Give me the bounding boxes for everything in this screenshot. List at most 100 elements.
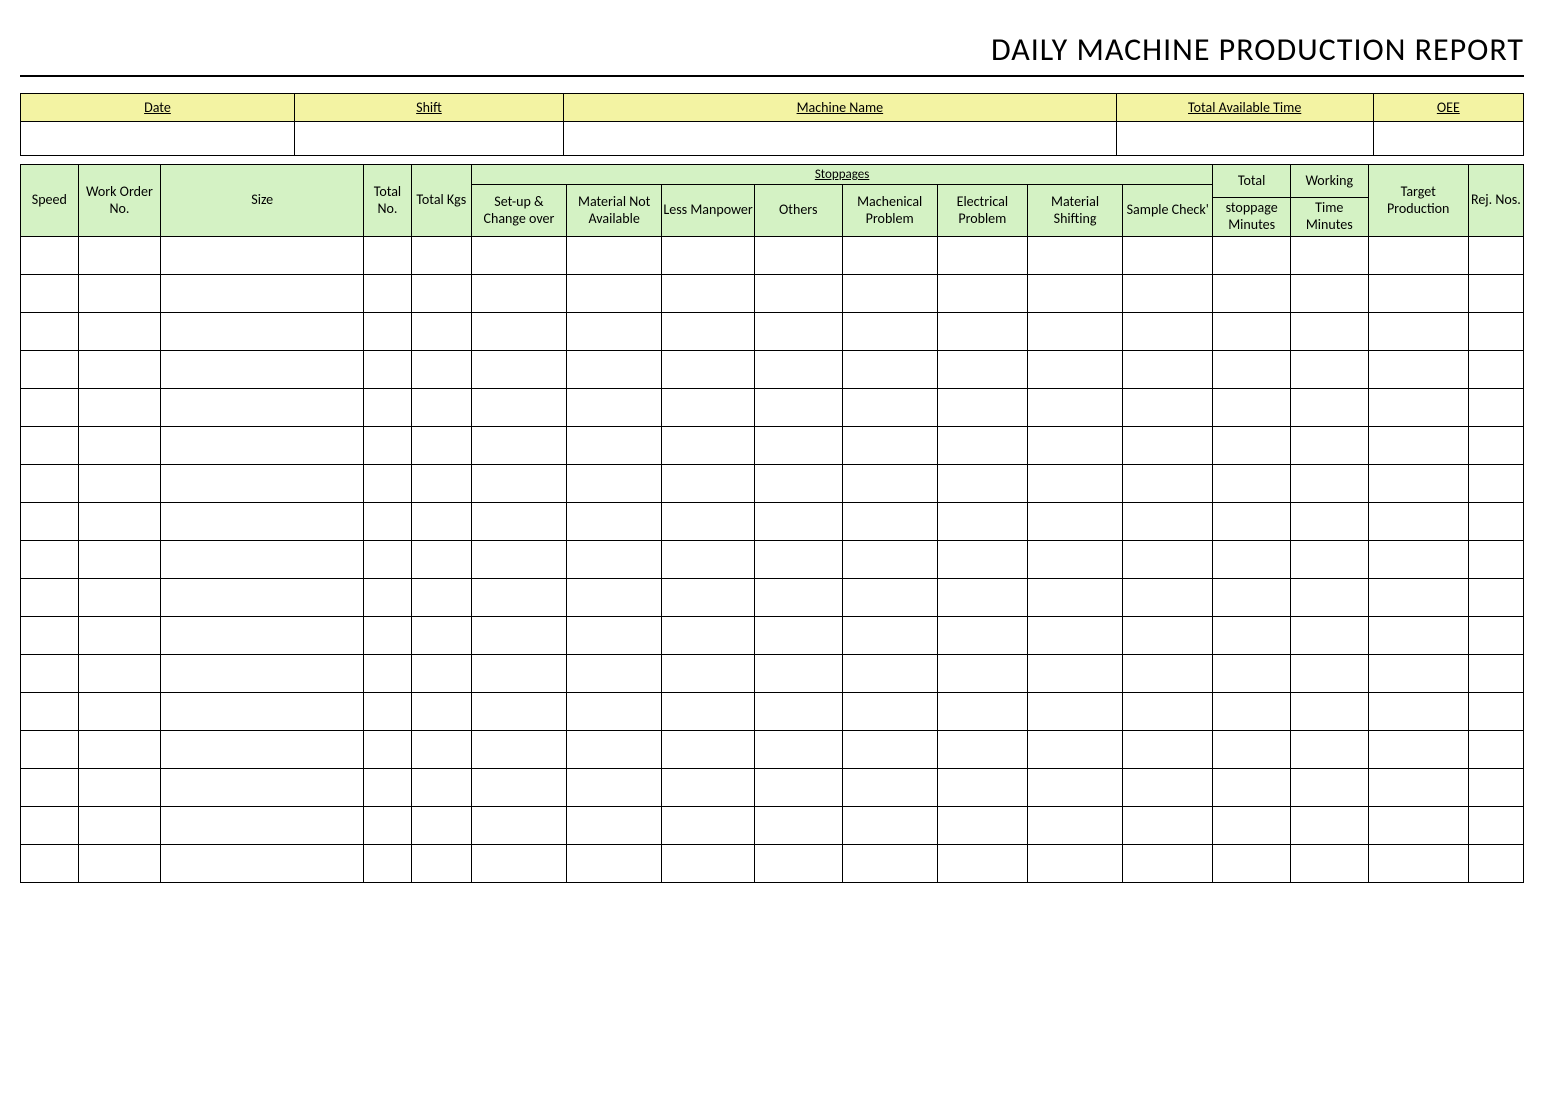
cell-shift[interactable] <box>1027 275 1122 313</box>
cell-target[interactable] <box>1368 769 1468 807</box>
cell-manpower[interactable] <box>662 465 755 503</box>
cell-target[interactable] <box>1368 465 1468 503</box>
cell-manpower[interactable] <box>662 389 755 427</box>
cell-total_no[interactable] <box>364 427 412 465</box>
cell-mech[interactable] <box>842 693 937 731</box>
cell-setup[interactable] <box>471 845 566 883</box>
cell-target[interactable] <box>1368 275 1468 313</box>
cell-speed[interactable] <box>21 693 79 731</box>
cell-manpower[interactable] <box>662 541 755 579</box>
cell-total_kgs[interactable] <box>411 237 471 275</box>
cell-others[interactable] <box>754 807 842 845</box>
cell-rej[interactable] <box>1468 655 1523 693</box>
cell-mech[interactable] <box>842 731 937 769</box>
cell-rej[interactable] <box>1468 731 1523 769</box>
cell-work_min[interactable] <box>1290 807 1368 845</box>
cell-rej[interactable] <box>1468 579 1523 617</box>
cell-size[interactable] <box>161 617 364 655</box>
info-value-machine-name[interactable] <box>564 122 1117 156</box>
cell-stop_min[interactable] <box>1213 389 1291 427</box>
cell-work_order[interactable] <box>78 351 161 389</box>
cell-size[interactable] <box>161 541 364 579</box>
cell-work_order[interactable] <box>78 503 161 541</box>
cell-work_order[interactable] <box>78 579 161 617</box>
cell-mech[interactable] <box>842 617 937 655</box>
cell-mech[interactable] <box>842 541 937 579</box>
cell-sample[interactable] <box>1123 237 1213 275</box>
cell-work_min[interactable] <box>1290 693 1368 731</box>
cell-total_kgs[interactable] <box>411 617 471 655</box>
cell-shift[interactable] <box>1027 313 1122 351</box>
cell-rej[interactable] <box>1468 541 1523 579</box>
cell-mat_na[interactable] <box>567 465 662 503</box>
cell-work_min[interactable] <box>1290 389 1368 427</box>
cell-others[interactable] <box>754 845 842 883</box>
cell-sample[interactable] <box>1123 389 1213 427</box>
cell-work_min[interactable] <box>1290 313 1368 351</box>
cell-elec[interactable] <box>937 693 1027 731</box>
cell-work_min[interactable] <box>1290 541 1368 579</box>
cell-mech[interactable] <box>842 313 937 351</box>
cell-work_order[interactable] <box>78 427 161 465</box>
cell-total_no[interactable] <box>364 693 412 731</box>
cell-target[interactable] <box>1368 579 1468 617</box>
cell-target[interactable] <box>1368 845 1468 883</box>
cell-total_kgs[interactable] <box>411 693 471 731</box>
cell-stop_min[interactable] <box>1213 807 1291 845</box>
cell-target[interactable] <box>1368 427 1468 465</box>
cell-speed[interactable] <box>21 655 79 693</box>
cell-manpower[interactable] <box>662 807 755 845</box>
cell-total_kgs[interactable] <box>411 465 471 503</box>
cell-total_no[interactable] <box>364 351 412 389</box>
cell-others[interactable] <box>754 503 842 541</box>
cell-size[interactable] <box>161 313 364 351</box>
cell-rej[interactable] <box>1468 769 1523 807</box>
cell-mat_na[interactable] <box>567 655 662 693</box>
cell-size[interactable] <box>161 427 364 465</box>
cell-shift[interactable] <box>1027 655 1122 693</box>
cell-shift[interactable] <box>1027 237 1122 275</box>
cell-total_no[interactable] <box>364 731 412 769</box>
cell-mat_na[interactable] <box>567 769 662 807</box>
cell-stop_min[interactable] <box>1213 655 1291 693</box>
cell-work_order[interactable] <box>78 313 161 351</box>
cell-elec[interactable] <box>937 579 1027 617</box>
cell-target[interactable] <box>1368 693 1468 731</box>
cell-mat_na[interactable] <box>567 807 662 845</box>
cell-total_kgs[interactable] <box>411 731 471 769</box>
cell-total_no[interactable] <box>364 465 412 503</box>
cell-work_min[interactable] <box>1290 351 1368 389</box>
cell-size[interactable] <box>161 579 364 617</box>
cell-target[interactable] <box>1368 389 1468 427</box>
cell-manpower[interactable] <box>662 237 755 275</box>
cell-mat_na[interactable] <box>567 389 662 427</box>
cell-rej[interactable] <box>1468 237 1523 275</box>
cell-elec[interactable] <box>937 845 1027 883</box>
cell-sample[interactable] <box>1123 275 1213 313</box>
cell-shift[interactable] <box>1027 427 1122 465</box>
cell-stop_min[interactable] <box>1213 313 1291 351</box>
cell-speed[interactable] <box>21 275 79 313</box>
cell-mat_na[interactable] <box>567 617 662 655</box>
cell-rej[interactable] <box>1468 693 1523 731</box>
cell-work_order[interactable] <box>78 237 161 275</box>
cell-work_order[interactable] <box>78 465 161 503</box>
cell-mat_na[interactable] <box>567 845 662 883</box>
cell-others[interactable] <box>754 237 842 275</box>
cell-speed[interactable] <box>21 579 79 617</box>
info-value-oee[interactable] <box>1373 122 1523 156</box>
cell-sample[interactable] <box>1123 579 1213 617</box>
cell-elec[interactable] <box>937 313 1027 351</box>
cell-setup[interactable] <box>471 807 566 845</box>
cell-stop_min[interactable] <box>1213 845 1291 883</box>
cell-work_min[interactable] <box>1290 579 1368 617</box>
cell-work_min[interactable] <box>1290 275 1368 313</box>
cell-work_order[interactable] <box>78 693 161 731</box>
cell-speed[interactable] <box>21 845 79 883</box>
cell-setup[interactable] <box>471 769 566 807</box>
cell-manpower[interactable] <box>662 617 755 655</box>
cell-others[interactable] <box>754 693 842 731</box>
cell-mech[interactable] <box>842 237 937 275</box>
cell-elec[interactable] <box>937 427 1027 465</box>
cell-manpower[interactable] <box>662 769 755 807</box>
